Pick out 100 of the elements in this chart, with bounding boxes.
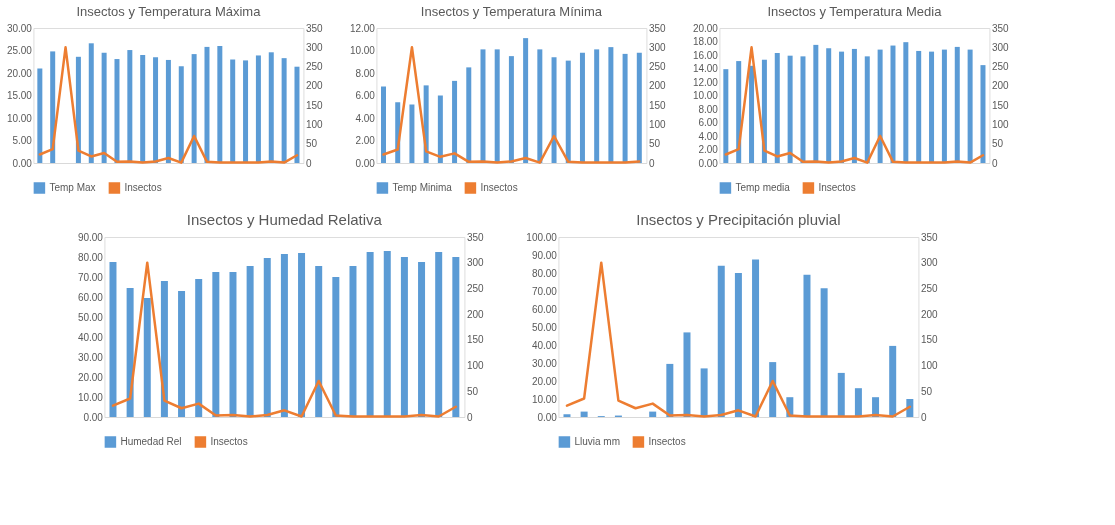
y2-tick-label: 150 (466, 334, 485, 346)
bar (88, 43, 94, 163)
y2-tick-label: 200 (920, 308, 939, 320)
y-tick-label: 50.00 (77, 311, 104, 323)
bar (204, 46, 210, 163)
bar (494, 49, 500, 163)
y2-tick-label: 150 (648, 99, 667, 111)
bar (263, 258, 271, 417)
bar (127, 50, 133, 163)
y-tick-label: 0.00 (12, 157, 33, 169)
y-tick-label: 60.00 (77, 291, 104, 303)
y2-tick-label: 250 (305, 61, 324, 73)
y2-tick-label: 150 (920, 334, 939, 346)
bar (153, 57, 159, 163)
bar (839, 51, 845, 163)
y2-tick-label: 250 (920, 282, 939, 294)
bar (418, 262, 426, 417)
y-tick-label: 2.00 (698, 144, 719, 155)
line-series (111, 261, 458, 418)
y2-tick-label: 0 (466, 411, 473, 423)
bar (452, 257, 460, 417)
y2-tick-label: 200 (991, 80, 1010, 92)
y-tick-label: 6.00 (698, 117, 719, 128)
bar (126, 288, 134, 417)
bar (243, 60, 249, 163)
bar (437, 95, 443, 163)
bar (50, 51, 56, 163)
bar (622, 53, 628, 163)
bar (178, 291, 186, 417)
chart-title: Insectos y Temperatura Máxima (76, 4, 262, 19)
bar (508, 56, 514, 163)
bar (803, 274, 811, 417)
y2-tick-label: 50 (305, 138, 318, 150)
y-tick-label: 14.00 (692, 63, 719, 74)
bar (864, 56, 870, 163)
y2-tick-label: 350 (648, 22, 667, 34)
bar (608, 47, 614, 163)
bar (580, 411, 588, 417)
y-tick-label: 40.00 (531, 339, 558, 351)
legend-label: Temp Max (49, 182, 96, 193)
chart-title: Insectos y Temperatura Mínima (420, 4, 603, 19)
bar (332, 277, 340, 417)
y2-tick-label: 350 (920, 231, 939, 243)
y2-tick-label: 300 (305, 41, 324, 53)
bar (366, 252, 374, 417)
y2-tick-label: 350 (305, 22, 324, 34)
bar (749, 65, 755, 163)
bar (109, 262, 117, 417)
bar (967, 49, 973, 163)
y2-tick-label: 150 (991, 99, 1010, 111)
y-tick-label: 10.00 (77, 391, 104, 403)
y-tick-label: 25.00 (6, 45, 33, 56)
y-tick-label: 4.00 (698, 130, 719, 142)
bar (941, 49, 947, 163)
y-tick-label: 80.00 (77, 251, 104, 263)
bar (551, 57, 557, 163)
y-tick-label: 10.00 (692, 90, 719, 101)
bar (837, 372, 845, 417)
bar (565, 60, 571, 163)
y2-tick-label: 0 (991, 157, 998, 169)
bar (280, 254, 288, 417)
y-tick-label: 8.00 (698, 103, 719, 115)
bar (195, 279, 203, 417)
y2-tick-label: 100 (466, 360, 485, 372)
bar (268, 52, 274, 163)
y-tick-label: 90.00 (77, 231, 104, 243)
y2-tick-label: 300 (920, 257, 939, 269)
bar (315, 266, 323, 417)
y-tick-label: 12.00 (349, 22, 376, 34)
y-tick-label: 40.00 (77, 331, 104, 343)
bar (636, 52, 642, 163)
y2-tick-label: 50 (466, 385, 479, 397)
bar (820, 288, 828, 417)
bar (381, 86, 387, 163)
y2-tick-label: 100 (991, 118, 1010, 130)
y-tick-label: 20.00 (692, 22, 719, 34)
legend-label: Insectos (480, 182, 518, 193)
bar (854, 388, 862, 417)
y2-tick-label: 350 (466, 231, 485, 243)
bar (563, 414, 571, 417)
legend-label: Temp Minima (392, 182, 453, 193)
bar (769, 362, 777, 417)
bar (165, 59, 171, 163)
bar (734, 273, 742, 417)
bar (813, 44, 819, 163)
legend-label: Temp media (735, 182, 791, 193)
bar (537, 49, 543, 163)
y-tick-label: 2.00 (355, 135, 376, 146)
bar (916, 50, 922, 163)
y-tick-label: 80.00 (531, 267, 558, 279)
y-tick-label: 90.00 (531, 249, 558, 261)
bar (929, 51, 935, 163)
bar (889, 345, 897, 417)
chart-title: Insectos y Precipitación pluvial (636, 211, 841, 228)
bar (212, 272, 220, 417)
bar (114, 59, 120, 163)
bar (480, 49, 486, 163)
y-tick-label: 0.00 (355, 157, 376, 169)
y2-tick-label: 50 (648, 138, 661, 150)
y-tick-label: 4.00 (355, 112, 376, 124)
